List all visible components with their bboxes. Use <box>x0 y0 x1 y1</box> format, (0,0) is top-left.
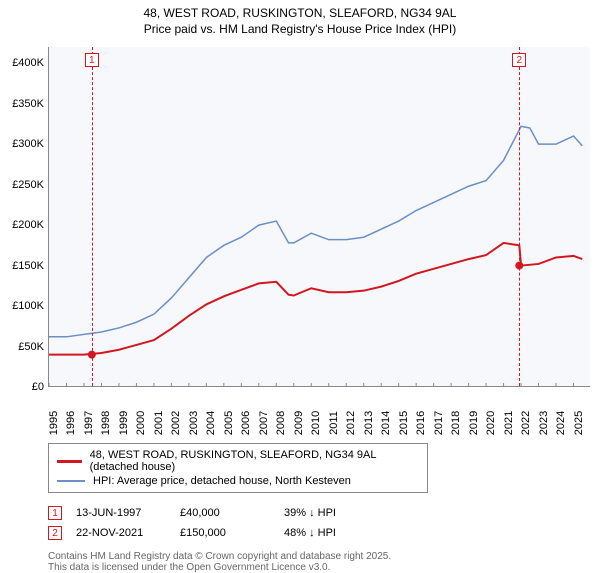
x-tick-label: 2002 <box>170 411 182 435</box>
title-line1: 48, WEST ROAD, RUSKINGTON, SLEAFORD, NG3… <box>0 6 600 22</box>
plot-area: 12 <box>48 47 590 387</box>
y-tick-label: £400K <box>0 57 44 69</box>
x-tick-label: 2019 <box>468 411 480 435</box>
y-tick-label: £200K <box>0 219 44 231</box>
legend-label-price: 48, WEST ROAD, RUSKINGTON, SLEAFORD, NG3… <box>90 449 419 473</box>
event-2-date: 22-NOV-2021 <box>76 527 166 539</box>
line-chart-svg <box>49 47 591 387</box>
x-tick-label: 1997 <box>83 411 95 435</box>
x-tick-label: 1999 <box>118 411 130 435</box>
y-tick-label: £100K <box>0 300 44 312</box>
series-price_paid <box>49 243 582 355</box>
legend: 48, WEST ROAD, RUSKINGTON, SLEAFORD, NG3… <box>48 443 428 493</box>
footnote-1: Contains HM Land Registry data © Crown c… <box>48 551 600 562</box>
event-vline <box>92 47 93 386</box>
x-tick-label: 2006 <box>240 411 252 435</box>
marker-2-icon: 2 <box>48 526 62 540</box>
event-marker-box: 2 <box>512 53 526 67</box>
legend-swatch-price <box>57 460 82 463</box>
x-tick-label: 2016 <box>415 411 427 435</box>
x-tick-label: 2015 <box>398 411 410 435</box>
x-tick-label: 2021 <box>503 411 515 435</box>
event-marker-box: 1 <box>85 53 99 67</box>
x-tick-label: 2009 <box>293 411 305 435</box>
x-tick-label: 2025 <box>573 411 585 435</box>
legend-swatch-hpi <box>57 480 85 482</box>
x-tick-label: 1995 <box>48 411 60 435</box>
y-tick-label: £300K <box>0 138 44 150</box>
event-1-date: 13-JUN-1997 <box>76 507 166 519</box>
annotations: 1 13-JUN-1997 £40,000 39% ↓ HPI 2 22-NOV… <box>48 497 600 543</box>
title-line2: Price paid vs. HM Land Registry's House … <box>0 22 600 38</box>
x-tick-label: 2008 <box>275 411 287 435</box>
x-tick-label: 2011 <box>328 411 340 435</box>
x-tick-label: 2007 <box>258 411 270 435</box>
x-tick-label: 2005 <box>223 411 235 435</box>
y-tick-label: £0 <box>0 381 44 393</box>
x-tick-label: 2018 <box>450 411 462 435</box>
marker-1-icon: 1 <box>48 506 62 520</box>
x-tick-label: 2012 <box>345 411 357 435</box>
y-tick-label: £250K <box>0 179 44 191</box>
x-tick-label: 2023 <box>538 411 550 435</box>
x-tick-label: 2024 <box>555 411 567 435</box>
x-tick-label: 2003 <box>188 411 200 435</box>
event-1-price: £40,000 <box>180 507 270 519</box>
x-axis-labels: 1995 1996 1997 1998 1999 2000 2001 2002 2003 2004… <box>48 389 590 437</box>
x-tick-label: 2001 <box>153 411 165 435</box>
event-2-price: £150,000 <box>180 527 270 539</box>
event-1-delta: 39% ↓ HPI <box>284 507 374 519</box>
event-vline <box>519 47 520 386</box>
x-tick-label: 2022 <box>520 411 532 435</box>
chart: £0 £50K £100K £150K £200K £250K £300K £350K £400… <box>0 37 600 437</box>
x-tick-label: 2020 <box>485 411 497 435</box>
event-2-delta: 48% ↓ HPI <box>284 527 374 539</box>
x-tick-label: 2010 <box>310 411 322 435</box>
y-tick-label: £50K <box>0 341 44 353</box>
x-tick-label: 2017 <box>433 411 445 435</box>
legend-label-hpi: HPI: Average price, detached house, Nort… <box>93 475 351 487</box>
y-tick-label: £150K <box>0 260 44 272</box>
x-tick-label: 1998 <box>100 411 112 435</box>
x-tick-label: 2014 <box>380 411 392 435</box>
footnote-2: This data is licensed under the Open Gov… <box>48 562 600 573</box>
x-tick-label: 2000 <box>135 411 147 435</box>
x-tick-label: 2004 <box>205 411 217 435</box>
x-tick-label: 1996 <box>65 411 77 435</box>
y-tick-label: £350K <box>0 98 44 110</box>
series-hpi <box>49 127 582 337</box>
x-tick-label: 2013 <box>363 411 375 435</box>
